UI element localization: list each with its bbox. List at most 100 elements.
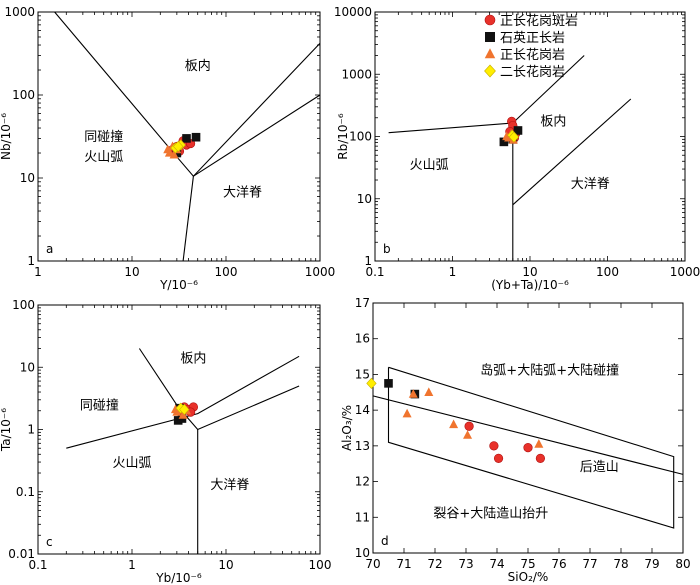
x-tick-label: 1000 [305,265,336,279]
data-point-triangle [408,389,418,398]
panel-b: 0.1 1 10 100 1000110100100010000(Yb+Ta)/10⁻⁶… [334,5,700,292]
panel-letter: c [46,535,53,549]
x-axis-label: SiO₂/% [508,570,549,584]
field-label: 大洋脊 [210,478,249,493]
y-tick-label: 100 [12,298,35,312]
y-tick-label: 10 [20,360,35,374]
x-tick-label: 75 [520,557,535,571]
data-points [499,116,523,147]
x-tick-label: 10 [124,265,139,279]
field-label: 岛弧+大陆弧+大陆碰撞 [480,362,619,378]
field-label: 火山弧 [84,150,123,165]
x-tick-label: 10 [218,558,233,572]
legend-label: 二长花岗岩 [500,64,565,80]
y-tick-label: 15 [355,367,370,381]
data-point-circle [489,441,499,451]
legend-label: 正长花岗岩 [500,47,565,63]
x-tick-label: 79 [644,557,659,571]
y-tick-label: 17 [355,296,370,310]
y-tick-label: 11 [355,510,370,524]
field-label: 火山弧 [112,456,151,471]
y-axis-label: Ta/10⁻⁶ [0,408,13,452]
x-tick-label: 73 [458,557,473,571]
data-point-circle [464,421,474,431]
y-tick-label: 0.1 [16,485,35,499]
y-tick-label: 1000 [4,5,35,19]
field-label: 火山弧 [410,158,449,173]
data-point-triangle [169,149,179,159]
x-axis-label: Y/10⁻⁶ [159,278,198,292]
field-label: 同碰撞 [80,398,119,413]
x-tick-label: 76 [551,557,566,571]
y-tick-label: 10 [357,192,372,206]
field-boundary-line [512,98,632,206]
legend-marker-triangle [484,48,496,59]
axis-ticks [37,304,321,555]
field-label: 同碰撞 [84,130,123,145]
data-point-square [384,379,393,388]
x-tick-label: 72 [427,557,442,571]
y-axis-label: Nb/10⁻⁶ [0,113,13,160]
y-tick-label: 10 [355,546,370,560]
data-point-triangle [170,404,180,414]
y-tick-label: 12 [355,475,370,489]
field-boundary-line [138,348,300,431]
data-point-square [513,126,523,135]
panel-letter: a [46,242,53,256]
x-tick-label: 0.1 [365,265,384,279]
data-point-triangle [424,387,434,396]
legend-marker-circle [484,14,496,26]
axis-ticks [372,302,684,554]
data-point-square [499,137,509,147]
panel-d: 70 71 72 73 74 75 76 77 78 79 80 10 11 12 13 14 15 16 17 Si… [340,296,691,584]
data-point-square [191,132,201,142]
data-point-diamond [366,377,377,389]
field-boundary-line [54,11,321,178]
y-axis-label: Rb/10⁻⁶ [336,113,350,160]
data-point-triangle [463,430,473,439]
field-label: 板内 [180,350,206,366]
data-points [366,377,546,463]
x-tick-label: 100 [309,558,332,572]
legend-label: 正长花岗斑岩 [500,13,578,29]
x-tick-label: 1000 [670,265,700,279]
y-tick-label: 1 [27,254,35,268]
x-tick-label: 1 [128,558,136,572]
legend-label: 石英正长岩 [500,31,565,46]
y-tick-label: 100 [12,88,35,102]
legend-marker-square [485,32,495,42]
x-axis-label: (Yb+Ta)/10⁻⁶ [491,278,569,292]
x-tick-label: 100 [596,265,619,279]
data-point-circle [493,453,504,463]
field-label: 板内 [540,114,566,130]
data-point-triangle [502,131,512,141]
x-tick-label: 78 [613,557,628,571]
field-boundary-line [193,94,321,177]
data-point-diamond [173,140,184,153]
data-point-triangle [534,439,544,448]
data-point-triangle [163,144,173,154]
panel-a: 1 10 100 1000 1 10 100 1000 Y/10⁻⁶ Nb/10⁻⁶ a 板内同碰撞火… [0,5,335,292]
x-tick-label: 1 [34,265,42,279]
y-tick-label: 1 [364,254,372,268]
x-axis-label: Yb/10⁻⁶ [155,571,202,585]
y-tick-label: 13 [355,439,370,453]
y-tick-label: 14 [355,403,370,417]
y-tick-label: 10000 [334,5,372,19]
plot-frame [37,304,321,555]
field-label: 大洋脊 [223,185,262,200]
x-tick-label: 100 [215,265,238,279]
data-point-circle [535,453,546,463]
data-points [163,132,201,159]
axis-ticks [374,11,686,262]
data-point-circle [523,443,533,453]
y-tick-label: 16 [355,332,370,346]
data-point-triangle [449,419,459,429]
data-point-square [182,134,191,143]
x-tick-label: 74 [489,557,504,571]
x-tick-label: 0.1 [28,558,47,572]
y-axis-label: Al₂O₃/% [340,405,354,451]
panel-c: 0.1 1 10 1000.010.1110100Yb/10⁻⁶Ta/10⁻⁶c板内同… [0,298,331,585]
